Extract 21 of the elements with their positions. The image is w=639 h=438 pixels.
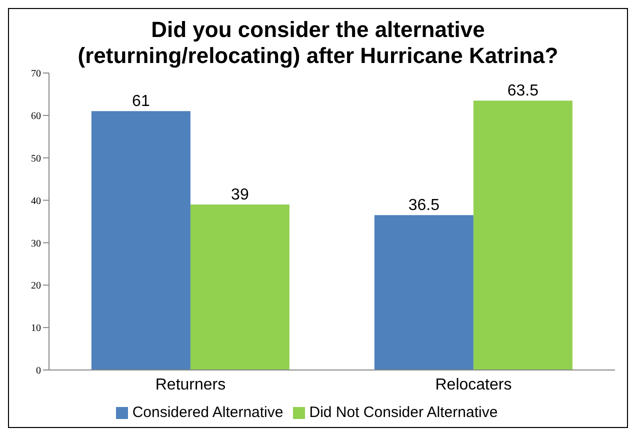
y-tick-label: 10 (31, 323, 41, 334)
data-label: 61 (132, 93, 150, 110)
bar (473, 100, 572, 370)
data-label: 63.5 (507, 82, 539, 100)
y-tick-label: 60 (31, 110, 41, 122)
x-tick-label: Returners (155, 376, 226, 394)
data-label: 36.5 (408, 197, 440, 214)
y-tick-label: 0 (36, 366, 41, 377)
y-tick-label: 20 (31, 280, 41, 292)
y-tick-label: 40 (31, 196, 41, 207)
legend-label: Considered Alternative (132, 404, 284, 421)
data-label: 39 (231, 186, 249, 204)
bar (190, 204, 290, 370)
chart-title: Did you consider the alternative (returning/relocating) after Hurricane Katrina? (76, 17, 560, 69)
y-tick-label: 30 (31, 238, 41, 250)
bar (374, 215, 474, 370)
x-tick-label: Relocaters (435, 376, 512, 394)
bar (91, 111, 190, 370)
y-tick-label: 70 (31, 68, 41, 80)
y-tick-label: 50 (31, 153, 41, 164)
legend-label: Did Not Consider Alternative (309, 404, 498, 421)
